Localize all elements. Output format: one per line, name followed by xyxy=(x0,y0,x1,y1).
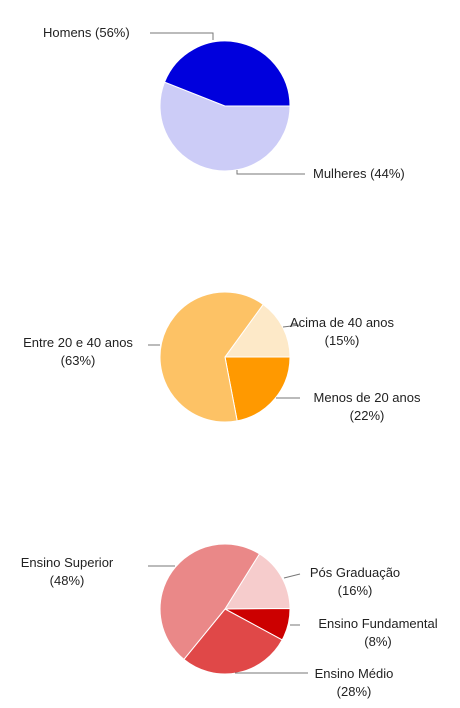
slice-label: Homens (56%) xyxy=(43,25,130,40)
pie-chart-3: Pós Graduação (16%) Ensino Fundamental (8%)… xyxy=(21,543,438,699)
slice-percent: (22%) xyxy=(350,408,385,423)
pie-slice xyxy=(224,553,291,610)
slice-percent: (16%) xyxy=(338,583,373,598)
slice-label: Ensino Fundamental xyxy=(318,616,437,631)
slice-percent: (28%) xyxy=(337,684,372,699)
slice-label: Ensino Superior xyxy=(21,555,114,570)
slice-label: Pós Graduação xyxy=(310,565,400,580)
slice-label: Menos de 20 anos xyxy=(314,390,421,405)
leader-line xyxy=(282,324,301,328)
slice-percent: (63%) xyxy=(61,353,96,368)
pie-slice xyxy=(224,356,291,422)
pie-slice xyxy=(163,40,291,107)
slice-label: Entre 20 e 40 anos xyxy=(23,335,133,350)
slice-percent: (15%) xyxy=(325,333,360,348)
pie-chart-1: Homens (56%) Mulheres (44%) xyxy=(43,25,405,181)
pie-slice xyxy=(159,81,291,172)
slice-label: Mulheres (44%) xyxy=(313,166,405,181)
pie-chart-2: Acima de 40 anos (15%) Menos de 20 anos (22… xyxy=(23,291,421,423)
leader-line xyxy=(283,573,301,579)
slice-percent: (8%) xyxy=(364,634,391,649)
pie-slice xyxy=(159,291,264,423)
pie-slice xyxy=(159,543,261,661)
slice-label: Acima de 40 anos xyxy=(290,315,395,330)
pie-slice xyxy=(224,303,291,358)
slice-label: Ensino Médio xyxy=(315,666,394,681)
leader-line xyxy=(150,32,214,40)
leader-line xyxy=(236,170,305,175)
slice-percent: (48%) xyxy=(50,573,85,588)
